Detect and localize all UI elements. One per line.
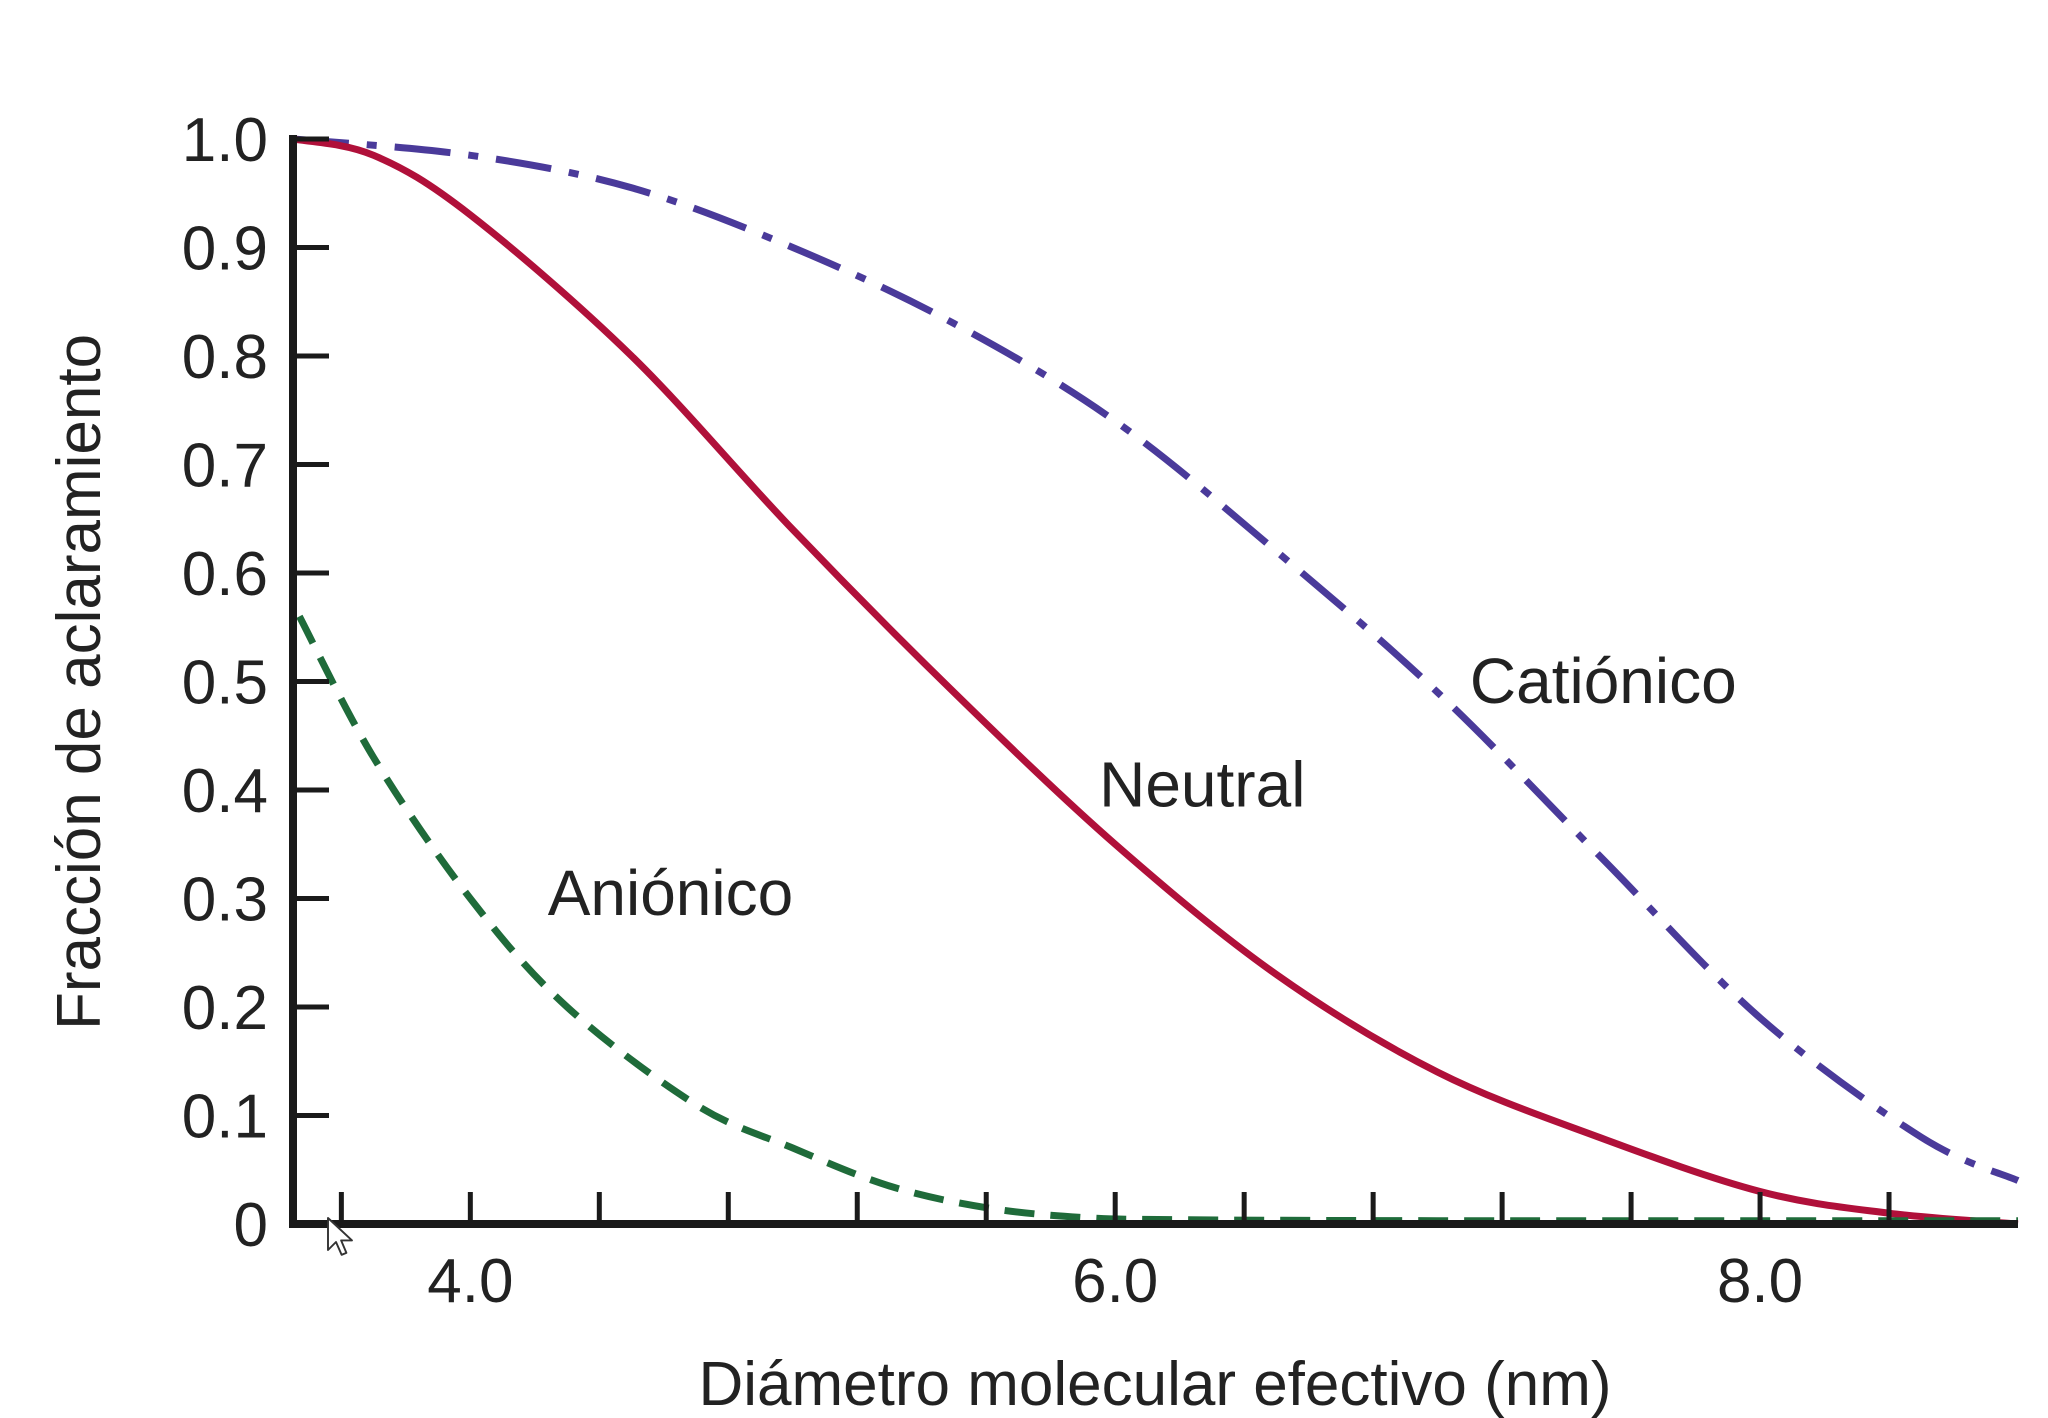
series-line-cationico	[292, 135, 2020, 1184]
x-tick-label: 6.0	[1072, 1247, 1158, 1316]
series-label-anionico: Aniónico	[548, 857, 794, 929]
label-layer: Catiónico Neutral Aniónico	[548, 645, 1737, 929]
y-tick-label: 0.2	[182, 974, 268, 1043]
y-tick-label: 0.9	[182, 215, 268, 284]
x-tick-label: 4.0	[427, 1247, 513, 1316]
y-tick-label: 0.5	[182, 649, 268, 718]
series-label-neutral: Neutral	[1099, 748, 1305, 820]
x-axis-title: Diámetro molecular efectivo (nm)	[698, 1350, 1611, 1418]
y-axis-title: Fracción de aclaramiento	[45, 334, 114, 1030]
series-layer	[292, 135, 2020, 1228]
y-tick-label: 0.4	[182, 757, 268, 826]
mouse-cursor-icon	[327, 1217, 353, 1256]
series-line-neutral	[292, 135, 2019, 1228]
y-tick-label: 0.6	[182, 540, 268, 609]
y-tick-label: 0	[234, 1191, 268, 1260]
y-tick-label: 0.1	[182, 1083, 268, 1152]
series-label-cationico: Catiónico	[1470, 645, 1737, 717]
y-tick-label: 1.0	[182, 106, 268, 175]
y-tick-label: 0.7	[182, 432, 268, 501]
x-tick-label: 8.0	[1717, 1247, 1803, 1316]
axis-layer: 0 0.1 0.2 0.3 0.4 0.5 0.6 0.7 0.8 0.9 1.0 4.0 6.0 8.0…	[45, 106, 2018, 1418]
y-tick-label: 0.3	[182, 866, 268, 935]
y-tick-label: 0.8	[182, 323, 268, 392]
